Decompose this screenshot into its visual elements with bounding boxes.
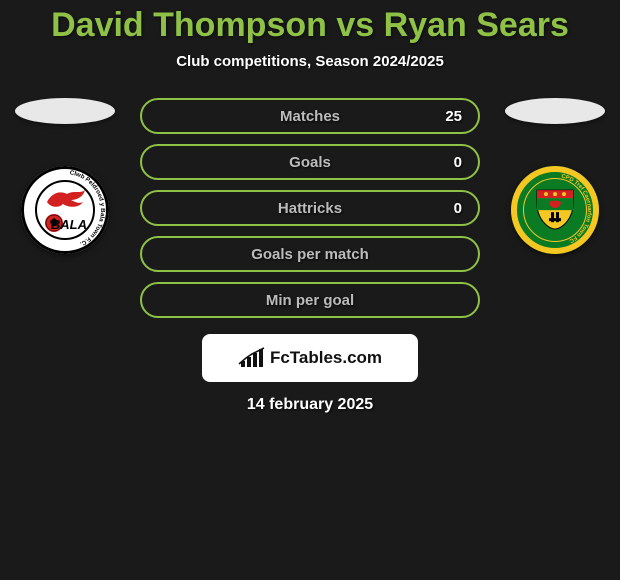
date-text: 14 february 2025 [0, 396, 620, 414]
title-player2: Ryan Sears [384, 6, 569, 44]
stats-column: Matches 25 Goals 0 Hattricks 0 Goals per… [140, 98, 480, 318]
shield-icon [533, 188, 577, 230]
subtitle: Club competitions, Season 2024/2025 [0, 53, 620, 70]
dragon-icon [45, 188, 87, 210]
stat-row-min-per-goal: Min per goal [140, 282, 480, 318]
stat-value-right: 0 [454, 154, 462, 171]
brand-box: FcTables.com [202, 334, 418, 382]
stat-row-goals-per-match: Goals per match [140, 236, 480, 272]
main-layout: Clwb Peldroed y Bala Town F.C. BALA Matc… [0, 98, 620, 318]
bala-word: BALA [51, 217, 87, 232]
bar-chart-icon [238, 347, 266, 369]
stat-label: Hattricks [278, 200, 342, 217]
club-badge-caernarfon: CPD Tref Caernarfon Town FC [511, 166, 599, 254]
left-side: Clwb Peldroed y Bala Town F.C. BALA [10, 98, 120, 254]
title-player1: David Thompson [51, 6, 327, 44]
stat-row-matches: Matches 25 [140, 98, 480, 134]
stat-label: Goals per match [251, 246, 369, 263]
stat-label: Goals [289, 154, 331, 171]
club-badge-bala: Clwb Peldroed y Bala Town F.C. BALA [21, 166, 109, 254]
right-side: CPD Tref Caernarfon Town FC [500, 98, 610, 254]
page-title: David Thompson vs Ryan Sears [0, 0, 620, 45]
right-ellipse [505, 98, 605, 124]
brand-text: FcTables.com [270, 348, 382, 368]
left-ellipse [15, 98, 115, 124]
stat-row-hattricks: Hattricks 0 [140, 190, 480, 226]
stat-row-goals: Goals 0 [140, 144, 480, 180]
stat-label: Min per goal [266, 292, 354, 309]
stat-value-right: 0 [454, 200, 462, 217]
stat-label: Matches [280, 108, 340, 125]
stat-value-right: 25 [445, 108, 462, 125]
title-vs: vs [336, 6, 374, 44]
